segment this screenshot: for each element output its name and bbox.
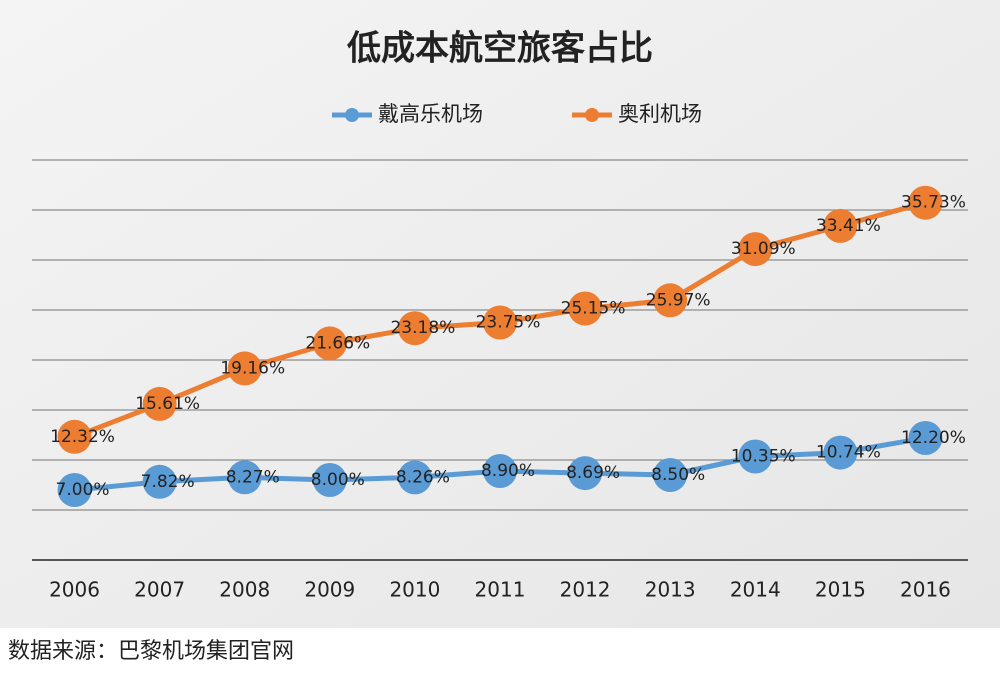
data-label: 7.82% (141, 472, 195, 492)
data-point (312, 326, 347, 361)
data-point (908, 185, 943, 220)
legend-label: 奥利机场 (618, 102, 702, 126)
data-label: 23.18% (390, 318, 455, 338)
data-label: 10.35% (731, 447, 796, 467)
data-point (483, 305, 517, 340)
data-label: 19.16% (220, 358, 285, 378)
data-point (568, 456, 603, 491)
data-point (397, 460, 432, 495)
data-label: 21.66% (305, 333, 370, 353)
x-tick-label: 2007 (134, 578, 185, 602)
chart-title: 低成本航空旅客占比 (347, 29, 653, 69)
data-label: 25.97% (646, 290, 711, 310)
x-tick-label: 2010 (389, 578, 440, 602)
data-point (142, 386, 177, 421)
legend-label: 戴高乐机场 (378, 102, 483, 126)
data-point (312, 463, 347, 497)
data-label: 10.74% (816, 443, 881, 463)
data-label: 31.09% (731, 239, 796, 259)
data-label: 25.15% (561, 299, 626, 319)
data-label: 15.61% (135, 394, 200, 414)
x-tick-label: 2006 (49, 578, 100, 602)
data-point (823, 208, 858, 243)
data-point (227, 460, 262, 495)
x-tick-label: 2008 (219, 578, 270, 602)
source-note: 数据来源：巴黎机场集团官网 (8, 639, 294, 664)
data-label: 8.69% (566, 463, 620, 483)
x-tick-label: 2012 (560, 578, 611, 602)
data-label: 35.73% (901, 193, 966, 213)
data-label: 8.50% (651, 465, 705, 485)
data-label: 7.00% (56, 480, 110, 500)
data-point (823, 435, 858, 470)
data-point (568, 291, 603, 326)
data-label: 12.32% (50, 427, 115, 447)
data-point (908, 421, 943, 455)
legend-marker (345, 108, 359, 122)
data-point (57, 419, 92, 454)
x-tick-label: 2009 (304, 578, 355, 602)
data-point (483, 454, 517, 488)
data-point (653, 458, 688, 492)
data-point (397, 311, 432, 346)
data-label: 12.20% (901, 428, 966, 448)
data-label: 23.75% (476, 313, 541, 333)
data-label: 8.90% (481, 461, 535, 481)
data-point (738, 439, 773, 474)
data-point (738, 232, 773, 267)
data-point (227, 351, 262, 386)
legend-marker (585, 108, 599, 122)
data-point (653, 283, 688, 318)
data-label: 8.26% (396, 467, 450, 487)
legend: 戴高乐机场 奥利机场 (332, 102, 702, 126)
x-tick-label: 2011 (475, 578, 526, 602)
data-point (142, 464, 177, 499)
data-label: 8.27% (226, 467, 280, 487)
data-label: 33.41% (816, 216, 881, 236)
data-label: 8.00% (311, 470, 365, 490)
data-point (57, 473, 92, 507)
x-tick-label: 2014 (730, 578, 781, 602)
x-tick-label: 2013 (645, 578, 696, 602)
x-tick-label: 2015 (815, 578, 866, 602)
x-tick-label: 2016 (900, 578, 951, 602)
